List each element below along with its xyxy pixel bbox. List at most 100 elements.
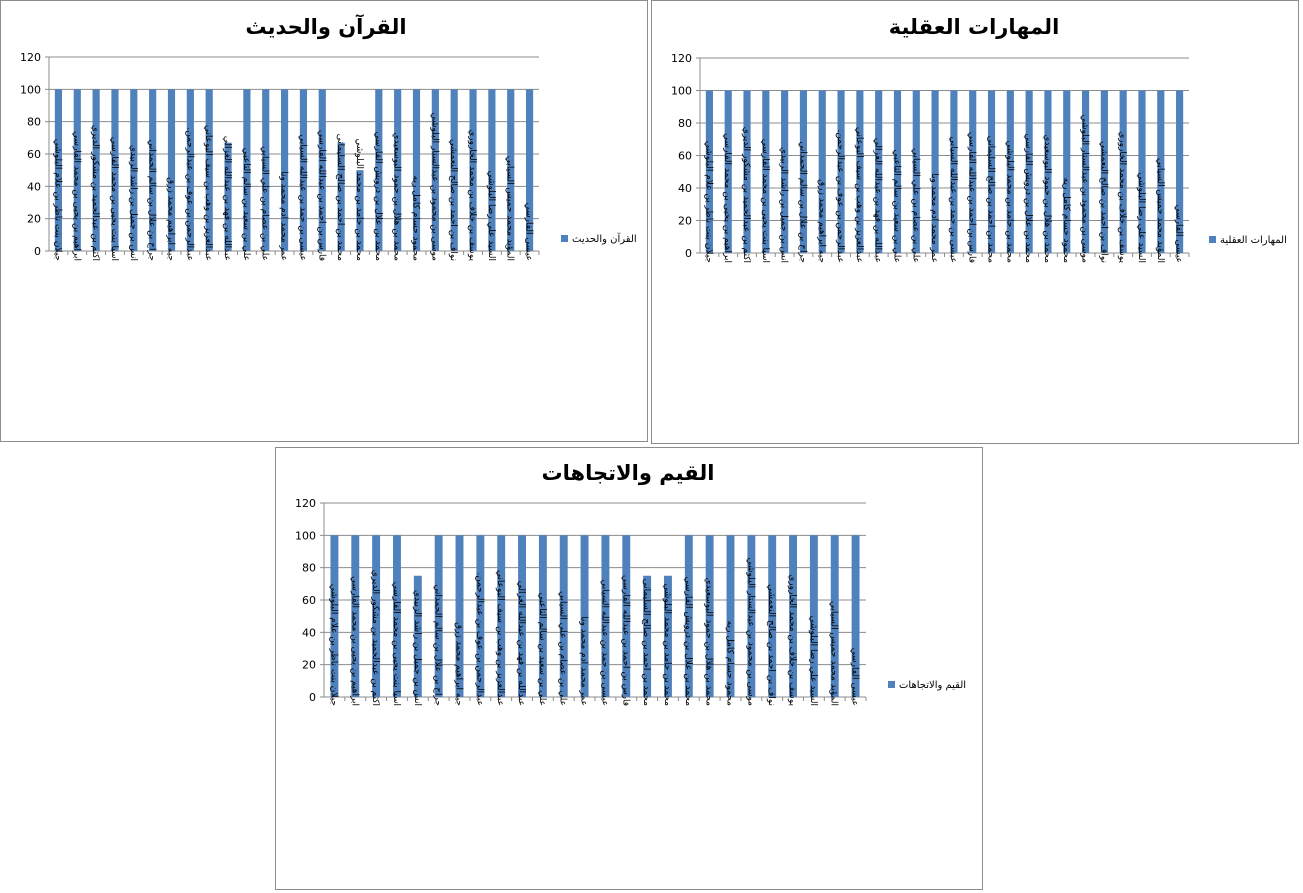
bar [224, 142, 232, 251]
x-category-label: محمد بن علال بن درويش الفارسي [683, 577, 693, 707]
x-category-label: محمد بن علال بن درويش الفارسي [1023, 134, 1033, 264]
bar [931, 90, 939, 253]
x-category-label: علي بن عصام بن علي السيابي [260, 146, 270, 261]
bar [893, 90, 902, 253]
y-tick-label: 40 [678, 182, 692, 195]
bar [280, 89, 289, 251]
bar [643, 575, 652, 697]
bar [476, 535, 485, 697]
bar [149, 89, 157, 251]
x-category-label: موسى بن محمود بن عبدالستار البلوشي [745, 557, 755, 706]
bar [205, 89, 213, 251]
y-tick-label: 0 [685, 247, 692, 260]
bar [375, 89, 383, 251]
bar [262, 89, 270, 251]
bar [726, 535, 735, 697]
x-category-label: محمد بن هلال بن حمود البوسعيدي [392, 132, 402, 261]
y-tick-label: 120 [295, 497, 316, 510]
y-tick-label: 100 [295, 529, 316, 542]
x-category-label: جيلان بنت ناظر بن علام البلوشي [328, 584, 338, 706]
bar [837, 90, 845, 253]
bar [875, 90, 883, 253]
x-category-label: انس بن جميل بن راشد الزبيدي [779, 147, 789, 263]
y-tick-label: 120 [671, 52, 692, 65]
legend-swatch [1209, 236, 1216, 243]
x-category-label: السيد علي رضا البلوشي [808, 615, 818, 706]
x-category-label: جيلان بنت ناظر بن علام البلوشي [703, 141, 713, 263]
bar [299, 89, 308, 251]
x-category-label: اسيا بنت يحيى بن محمد الفارسي [760, 139, 770, 263]
x-category-label: علي بن سعيد بن سالم التاعبي [891, 150, 901, 264]
x-category-label: محمود حسام كامل ريه [411, 176, 421, 261]
bar [393, 535, 401, 697]
x-category-label: يوسف بن خلاف بن محمد الخاروري [787, 574, 797, 706]
bar [337, 142, 345, 251]
y-tick-label: 20 [678, 215, 692, 228]
x-category-label: جيه ابراهيم محمد زرق [454, 622, 464, 706]
x-category-label: ابراهيم بن يحيى بن محمد الفارسي [71, 131, 81, 261]
bar [912, 90, 920, 253]
x-category-label: انس بن جميل بن راشد الزبيدي [128, 145, 138, 261]
bar [1044, 90, 1052, 253]
chart-panel-values-attitudes: القيم والاتجاهات 0 20 40 60 80 100 120 جيلان بنت… [275, 447, 983, 890]
bar [1081, 90, 1090, 253]
bar [818, 90, 826, 253]
x-category-label: جيه ابراهيم محمد زرق [166, 177, 176, 261]
y-tick-label: 60 [678, 150, 692, 163]
x-category-label: نواف بن احمد بن صالح النعمشي [448, 139, 458, 261]
bar [724, 90, 732, 253]
x-category-label: عبدالله بن فهد بن عبدالله الغزالي [873, 138, 883, 263]
y-tick-label: 80 [678, 117, 692, 130]
x-category-label: موسى بن محمود بن عبدالستار البلوشي [429, 112, 439, 261]
x-category-label: جراح بن علال بن سالم الحمداني [147, 139, 157, 261]
bar [950, 90, 958, 253]
bar [830, 535, 839, 697]
chart-panel-quran-hadith: القرآن والحديث 0 20 40 60 80 100 120 جيلان بنت ن… [0, 0, 648, 442]
bar [768, 535, 777, 697]
legend-swatch [561, 235, 568, 242]
x-category-label: عيسى الفارسي [1174, 205, 1184, 263]
x-category-label: علي بن سعيد بن سالم التاعبي [241, 148, 251, 262]
legend-label: القرآن والحديث [572, 232, 637, 245]
bar [1100, 90, 1108, 253]
chart-title: المهارات العقلية [889, 15, 1060, 39]
bar [518, 535, 526, 697]
bar [54, 89, 63, 251]
bar [111, 89, 119, 251]
x-category-label: المؤيد محمد حميس السيابي [505, 156, 515, 261]
x-category-label: محمد بن احمد بن صالح السليمانى [986, 136, 996, 264]
bar [243, 89, 251, 251]
bar [186, 89, 194, 251]
x-category-label: عيسى بن حمد بن عبدالله السيابي [599, 579, 609, 706]
x-category-label: محمد بن احمد بن صالح السليمانى [641, 579, 651, 707]
y-tick-label: 40 [27, 180, 41, 193]
bar [580, 535, 589, 697]
x-category-label: عمر محمد ادم محمد ونا [279, 171, 289, 261]
bar [351, 535, 360, 697]
bar [705, 90, 713, 253]
bar [705, 535, 714, 697]
x-category-label: عيسى الفارسي [524, 203, 534, 261]
x-category-label: محمد بن علال بن درويش الفارسي [373, 132, 383, 262]
x-category-label: محمود حسام كامل ريه [725, 621, 735, 706]
x-category-label: جيه ابراهيم محمد زرق [816, 179, 826, 263]
x-category-label: اكثم بن عبدالحميد بن مشكور الديري [370, 570, 380, 706]
x-category-label: جراح بن علال بن سالم الحمداني [797, 141, 807, 263]
y-tick-label: 80 [27, 116, 41, 129]
bar [372, 535, 381, 697]
x-category-label: محمد بن هلال بن حمود البوسعيدي [1042, 134, 1052, 263]
bar [434, 535, 443, 697]
x-category-label: عبدالعزيز بن وهب بن سيف البوعاني [854, 127, 864, 263]
chart-mental-skills: المهارات العقلية 0 20 40 60 80 100 120 جيلان بنت… [671, 15, 1287, 264]
chart-title: القيم والاتجاهات [542, 461, 715, 485]
x-category-label: علي بن سعيد بن سالم التاعبي [537, 593, 547, 707]
x-category-label: موسى بن محمود بن عبدالستار البلوشي [1080, 114, 1090, 263]
bar [469, 89, 477, 251]
bar [851, 535, 860, 697]
y-tick-label: 0 [34, 245, 41, 258]
bar [455, 535, 464, 697]
bar [789, 535, 797, 697]
x-category-label: محمد بن هلال بن حمود البوسعيدي [704, 577, 714, 706]
x-category-label: علي بن عصام بن علي السيابي [910, 148, 920, 263]
bar [538, 535, 547, 697]
